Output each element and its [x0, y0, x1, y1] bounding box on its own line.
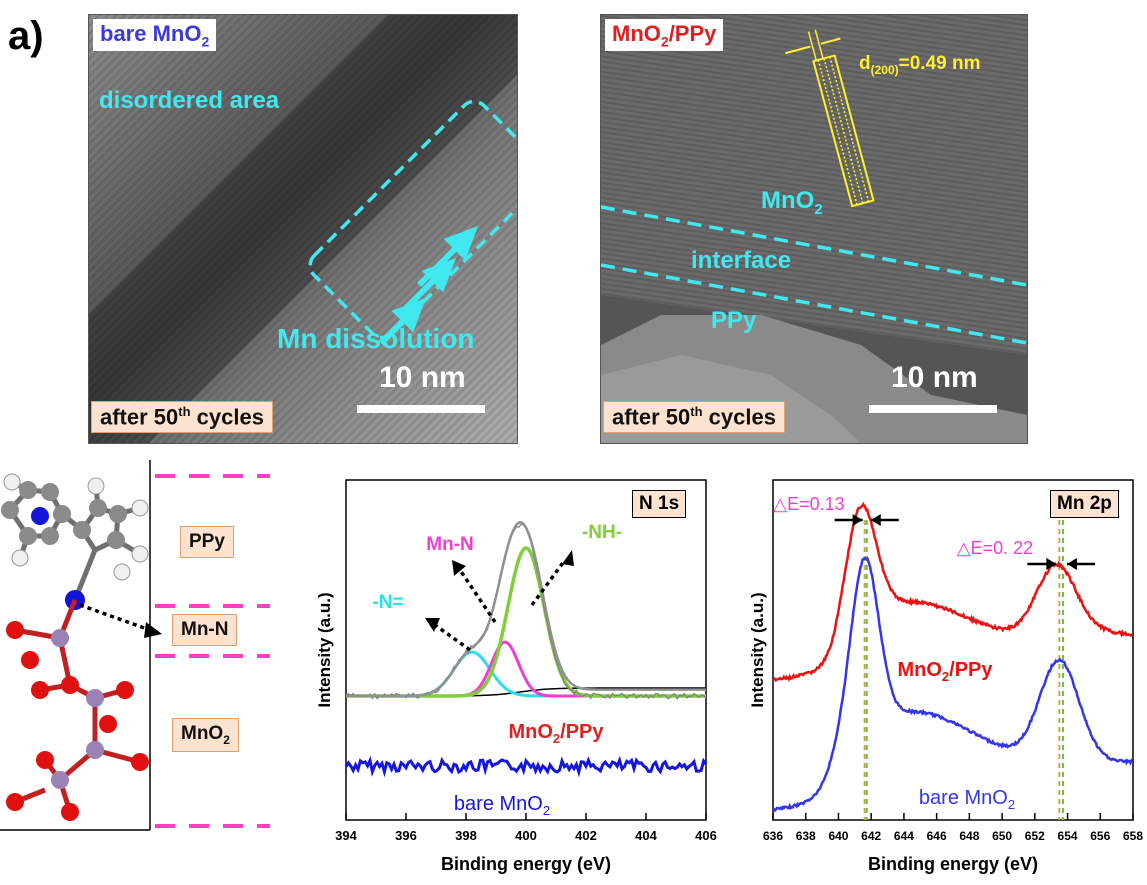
n1s-label-neq: -N=: [372, 592, 403, 613]
mn2p-delta-arrows: [834, 514, 1095, 570]
mn2p-series-bare-label: bare MnO2: [919, 787, 1015, 812]
tem-image-bare: bare MnO2 disordered area Mn dissolution…: [88, 14, 518, 444]
n1s-label-mnn: Mn-N: [426, 534, 473, 555]
tem-image-ppy: MnO2/PPy d(200)=0.49 nm MnO2 interface P…: [600, 14, 1028, 444]
n1s-xtick-label: 398: [455, 828, 477, 843]
n1s-arrowheads: [425, 550, 574, 632]
n1s-xtick-label: 400: [515, 828, 537, 843]
n1s-bare-line: [344, 755, 708, 778]
mn2p-xtick-label: 636: [763, 829, 783, 843]
scale-label-right: 10 nm: [891, 361, 978, 394]
panel-label: a): [8, 14, 44, 58]
interface-label: interface: [691, 247, 792, 274]
mn2p-arrowhead: [1046, 558, 1057, 570]
disordered-area-label: disordered area: [99, 87, 280, 114]
cycles-tag-left: after 50th cycles: [91, 401, 273, 434]
mn2p-ppy-line: [772, 501, 1133, 683]
mn2p-arrowhead: [1066, 558, 1077, 570]
structure-svg: [0, 460, 270, 831]
interface-line-upper: [601, 205, 1027, 287]
mn2p-arrowhead: [870, 514, 881, 526]
n1s-xtick-label: 404: [635, 828, 657, 843]
mn2p-series-ppy-label: MnO2/PPy: [897, 659, 993, 684]
mno2-layer-label: MnO2: [761, 187, 823, 218]
mn2p-delta-2: △E=0. 22: [957, 538, 1033, 558]
structure-schematic: PPy Mn-N MnO2: [0, 460, 290, 840]
xps-n1s-chart: 394 396 398 400 402 404 406 Intensity (a.u.) B…: [300, 470, 720, 880]
interface-line-lower: [601, 263, 1027, 345]
n1s-fit-envelope: [346, 521, 706, 698]
ppy-molecule: [1, 473, 149, 610]
n1s-title-box: N 1s: [632, 490, 687, 518]
mn2p-ylabel: Intensity (a.u.): [748, 592, 767, 707]
n1s-series-ppy-label: MnO2/PPy: [508, 721, 604, 746]
ppy-layer-label: PPy: [711, 307, 757, 334]
mn2p-xtick-label: 654: [1058, 829, 1078, 843]
n1s-label-nh: -NH-: [582, 522, 622, 543]
mno2-lattice: [6, 599, 149, 821]
n1s-ylabel: Intensity (a.u.): [315, 592, 334, 707]
mn-n-layer-tag: Mn-N: [172, 614, 238, 646]
mn2p-arrowhead: [852, 514, 863, 526]
mn2p-xtick-label: 656: [1090, 829, 1110, 843]
layer-dividers: [155, 474, 270, 828]
mno2-layer-tag: MnO2: [172, 718, 239, 752]
n1s-xtick-label: 406: [695, 828, 717, 843]
cycles-tag-right: after 50th cycles: [603, 401, 785, 434]
n1s-xtick-label: 396: [395, 828, 417, 843]
n1s-svg: 394 396 398 400 402 404 406 Intensity (a.u.) B…: [315, 479, 717, 874]
ppy-layer-tag: PPy: [180, 526, 234, 558]
mn2p-bare-line: [772, 556, 1134, 813]
n1s-nh-peak: [346, 546, 706, 698]
mn2p-xtick-label: 648: [959, 829, 979, 843]
mn2p-frame: [772, 479, 1134, 821]
mn2p-title-box: Mn 2p: [1050, 490, 1119, 518]
tem-bare-title: bare MnO2: [93, 19, 217, 52]
mn-dissolution-label: Mn dissolution: [277, 323, 475, 354]
mn2p-xlabel: Binding energy (eV): [868, 854, 1038, 874]
n1s-xtick-label: 394: [335, 828, 357, 843]
tem-ppy-title: MnO2/PPy: [605, 19, 724, 52]
mn2p-xtick-label: 658: [1123, 829, 1143, 843]
n1s-peak-arrows: [433, 558, 567, 652]
lattice-marker: [785, 29, 875, 208]
mn2p-xtick-label: 640: [828, 829, 848, 843]
mn-n-arrow: [79, 603, 162, 638]
scale-label-left: 10 nm: [379, 361, 466, 394]
mn2p-xtick-label: 646: [927, 829, 947, 843]
mn2p-delta-1: △E=0.13: [773, 494, 844, 514]
scale-bar-left: [357, 405, 485, 413]
disordered-area-box: [308, 99, 517, 340]
mn2p-xtick-label: 642: [861, 829, 881, 843]
mn2p-xtick-label: 638: [796, 829, 816, 843]
mn2p-xtick-label: 644: [894, 829, 914, 843]
n1s-series-bare-label: bare MnO2: [454, 793, 550, 818]
xps-mn2p-chart: 636 638 640 642 644 646 648 650 652 654 656 658 Int…: [735, 470, 1147, 880]
n1s-xtick-label: 402: [575, 828, 597, 843]
d-spacing-label: d(200)=0.49 nm: [859, 53, 981, 77]
tem-bare-texture: [89, 15, 517, 443]
dissolution-arrows: [378, 225, 479, 346]
mn2p-xtick-label: 650: [992, 829, 1012, 843]
scale-bar-right: [869, 405, 997, 413]
mn2p-xtick-label: 652: [1025, 829, 1045, 843]
n1s-xlabel: Binding energy (eV): [441, 854, 611, 874]
mn2p-svg: 636 638 640 642 644 646 648 650 652 654 656 658 Int…: [748, 479, 1143, 874]
